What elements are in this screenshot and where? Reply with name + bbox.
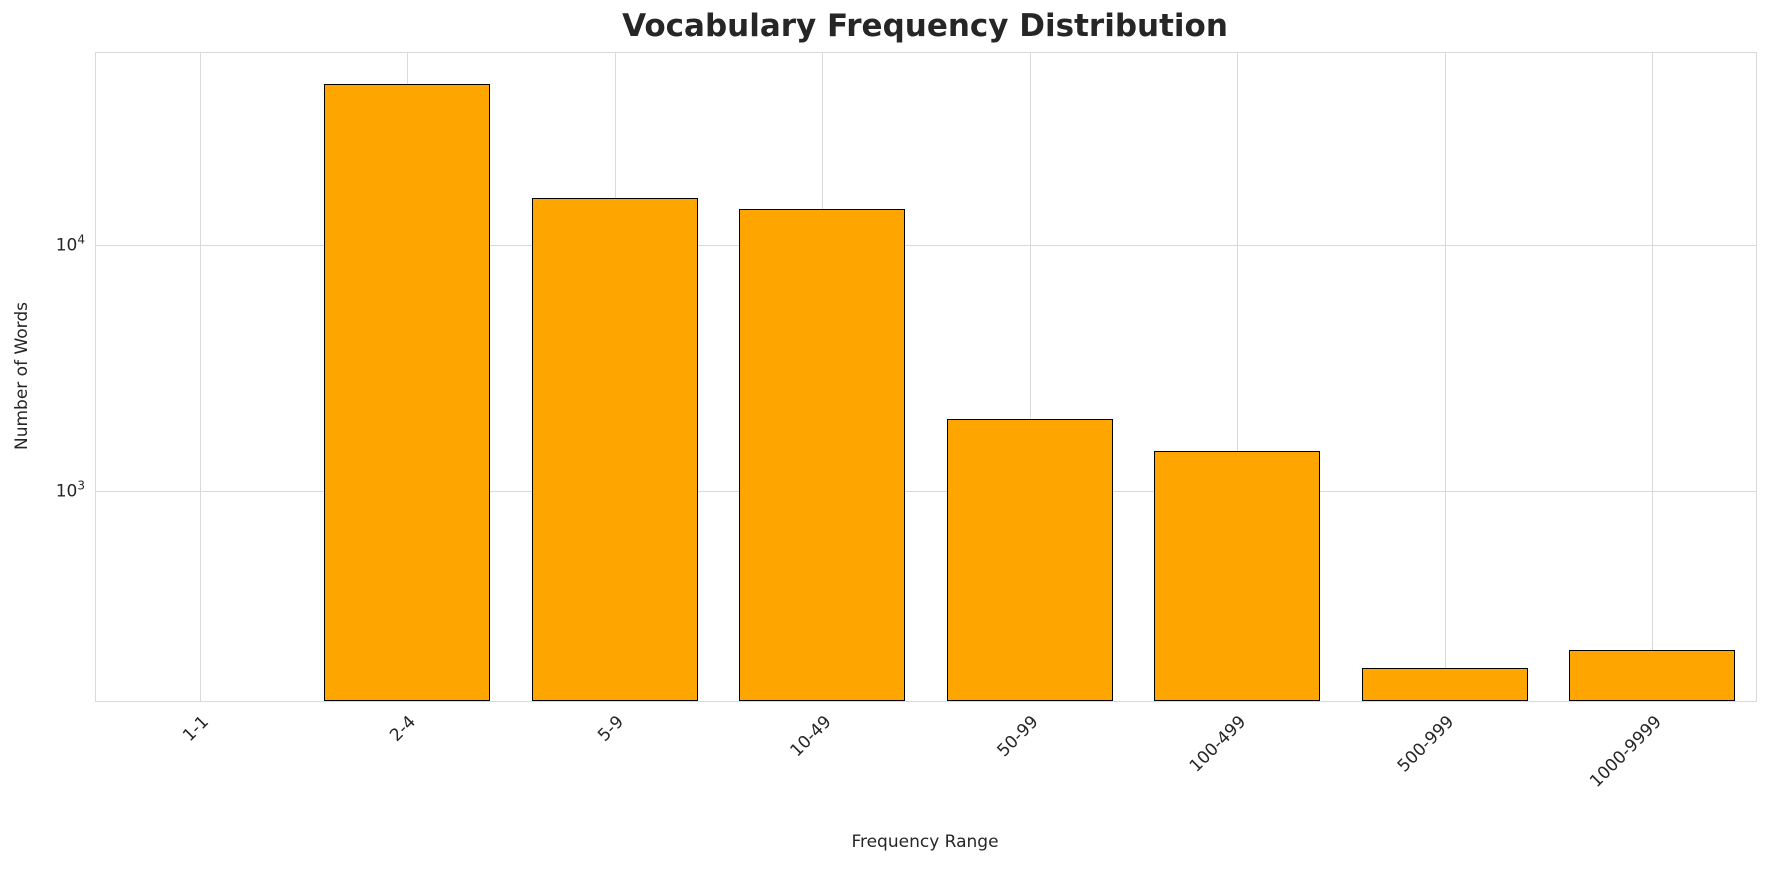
gridline-vertical — [1652, 53, 1654, 701]
bar-1000-9999 — [1569, 650, 1736, 701]
x-tick-label-5-9: 5-9 — [594, 712, 628, 746]
y-tick-label-10^3: 103 — [55, 478, 85, 502]
bar-5-9 — [531, 197, 698, 701]
x-tick-label-1-1: 1-1 — [179, 712, 213, 746]
y-tick-label-10^4: 104 — [55, 232, 85, 255]
x-tick-label-1000-9999: 1000-9999 — [1585, 712, 1666, 792]
x-tick-label-50-99: 50-99 — [993, 712, 1043, 762]
gridline-vertical — [199, 53, 201, 701]
bar-50-99 — [946, 419, 1113, 701]
x-axis-label: Frequency Range — [851, 832, 999, 852]
gridline-vertical — [1444, 53, 1446, 701]
x-tick-label-500-999: 500-999 — [1393, 712, 1458, 777]
x-tick-label-2-4: 2-4 — [386, 712, 421, 746]
bar-10-49 — [739, 208, 906, 701]
gridline-horizontal — [96, 244, 1756, 246]
gridline-vertical — [1237, 53, 1239, 701]
bar-2-4 — [324, 83, 491, 701]
x-tick-label-10-49: 10-49 — [786, 712, 836, 762]
chart-title: Vocabulary Frequency Distribution — [622, 8, 1228, 44]
gridline-horizontal — [96, 490, 1756, 492]
x-tick-label-100-499: 100-499 — [1186, 712, 1251, 777]
gridline-vertical — [1029, 53, 1031, 701]
y-axis-label: Number of Words — [12, 301, 32, 451]
bar-500-999 — [1361, 668, 1528, 701]
bar-100-499 — [1154, 451, 1321, 701]
plot-area — [95, 52, 1757, 702]
